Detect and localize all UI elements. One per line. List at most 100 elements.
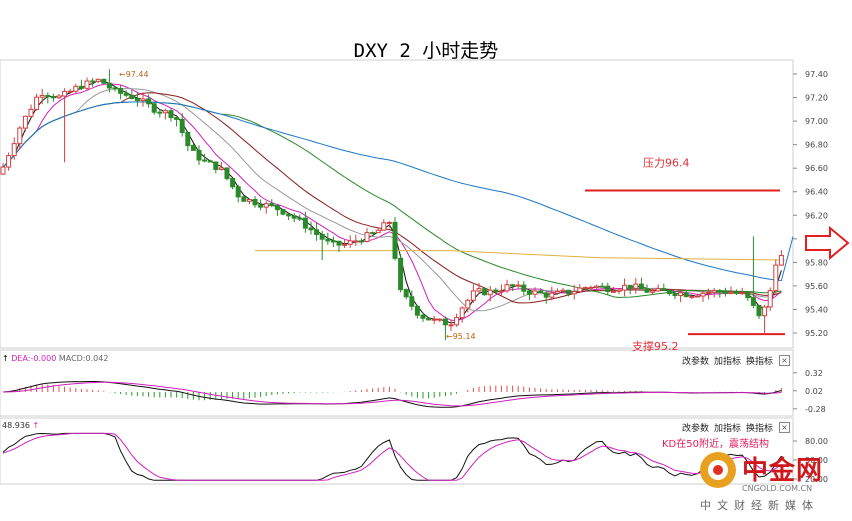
kd-edit-params-button[interactable]: 改参数 xyxy=(682,424,710,434)
candle xyxy=(454,313,460,327)
candle-body xyxy=(627,284,633,289)
candle xyxy=(706,288,712,300)
candle xyxy=(90,78,96,87)
macd-tick-label: 0.32 xyxy=(805,369,823,378)
candle xyxy=(151,101,157,115)
candle xyxy=(722,287,728,297)
candle xyxy=(67,88,73,93)
candle xyxy=(241,195,247,202)
candle xyxy=(683,290,689,298)
candle-body xyxy=(773,264,779,292)
macd-edit-params-button[interactable]: 改参数 xyxy=(682,357,710,367)
kd-d-line xyxy=(2,432,782,481)
candle xyxy=(610,286,616,293)
candle-body xyxy=(476,288,482,292)
candle xyxy=(778,250,784,266)
candle-body xyxy=(17,127,23,145)
candle xyxy=(246,198,252,205)
candle xyxy=(157,109,163,118)
candle xyxy=(571,284,577,300)
price-tick-label: 97.40 xyxy=(805,70,828,79)
chart-title: DXY 2 小时走势 xyxy=(353,40,499,62)
candle xyxy=(459,306,465,323)
candle-body xyxy=(594,285,600,288)
candle xyxy=(767,287,773,311)
candle xyxy=(196,145,202,165)
candle-body xyxy=(678,292,684,297)
candle-body xyxy=(241,196,247,202)
candle xyxy=(694,293,700,298)
macd-close-button[interactable]: × xyxy=(779,355,790,366)
candle xyxy=(28,104,34,118)
macd-switch-indicator-button[interactable]: 换指标 xyxy=(746,357,774,367)
candle xyxy=(6,152,12,171)
candle xyxy=(370,231,376,235)
candle-body xyxy=(386,221,392,224)
candle xyxy=(291,213,297,222)
candle xyxy=(672,291,678,300)
kd-k-line xyxy=(2,432,782,481)
candle-body xyxy=(291,215,297,219)
candle-body xyxy=(224,167,230,180)
candle-body xyxy=(756,304,762,317)
candle xyxy=(409,290,415,311)
candle xyxy=(213,161,219,174)
candle-body xyxy=(213,161,219,170)
candle-body xyxy=(577,287,583,293)
candle-body xyxy=(711,290,717,293)
candle xyxy=(258,199,264,211)
candle-body xyxy=(202,159,208,162)
kd-switch-indicator-button[interactable]: 换指标 xyxy=(746,424,774,434)
candle-body xyxy=(123,92,129,96)
candle xyxy=(95,78,101,83)
candle xyxy=(235,184,241,203)
candle xyxy=(319,230,325,261)
candle-body xyxy=(448,324,454,327)
candle xyxy=(750,236,756,309)
candle-body xyxy=(672,293,678,297)
candle-body xyxy=(11,143,17,157)
candle xyxy=(655,284,661,292)
candle xyxy=(62,88,68,163)
candle-body xyxy=(683,292,689,298)
candle-body xyxy=(482,288,488,296)
candle xyxy=(470,284,476,304)
candle-body xyxy=(353,240,359,243)
candle-body xyxy=(543,292,549,298)
candle-body xyxy=(588,286,594,289)
candle-body xyxy=(358,240,364,243)
candle xyxy=(381,219,387,231)
candle xyxy=(101,78,107,84)
cngold-logo: 中金网 CNGOLD.COM.CN 中文财经新媒体 xyxy=(700,450,850,515)
candle xyxy=(756,304,762,319)
candle-body xyxy=(706,291,712,294)
candle-body xyxy=(246,199,252,202)
price-tick-label: 96.80 xyxy=(805,141,828,150)
kd-close-button[interactable]: × xyxy=(779,422,790,433)
macd-add-indicator-button[interactable]: 加指标 xyxy=(714,357,742,367)
macd-legend: ↑ DEA:-0.000 MACD:0.042 xyxy=(2,354,108,363)
candle-body xyxy=(442,318,448,326)
kd-add-indicator-button[interactable]: 加指标 xyxy=(714,424,742,434)
macd-value: MACD:0.042 xyxy=(58,354,109,363)
candle-body xyxy=(95,78,101,82)
candle-body xyxy=(420,314,426,319)
candle-body xyxy=(689,295,695,298)
candle xyxy=(56,94,62,100)
candle-body xyxy=(655,288,661,292)
candle-body xyxy=(610,290,616,293)
candle-body xyxy=(106,82,112,89)
support-resistance xyxy=(585,189,785,336)
candle xyxy=(560,287,566,294)
support-label: 支撑95.2 xyxy=(632,339,679,353)
candle-body xyxy=(162,110,168,114)
candle-body xyxy=(504,284,510,292)
candle-body xyxy=(28,108,34,117)
candle xyxy=(375,228,381,234)
price-tick-label: 95.60 xyxy=(805,282,828,291)
candle-body xyxy=(118,87,124,94)
candle xyxy=(342,239,348,248)
candle-body xyxy=(722,291,728,295)
macd-panel: 0.32 0.02 -0.28 xyxy=(2,369,826,414)
candle-body xyxy=(151,103,157,113)
